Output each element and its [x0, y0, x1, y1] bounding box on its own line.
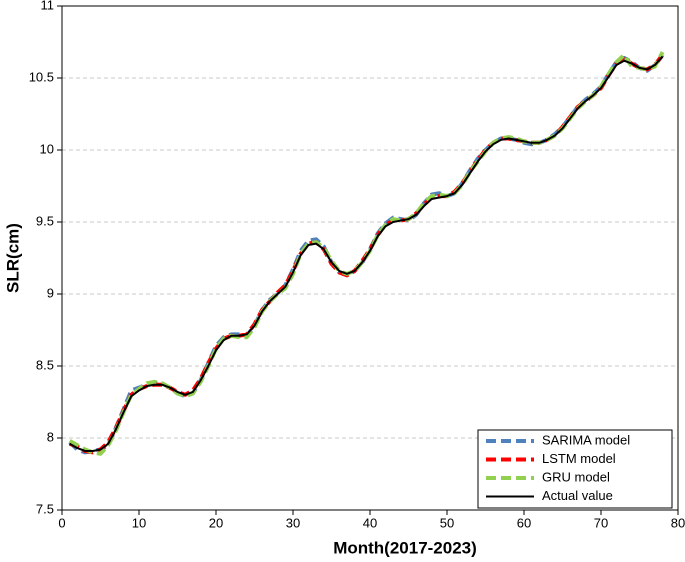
- x-tick-label: 40: [363, 515, 377, 530]
- x-tick-label: 0: [58, 515, 65, 530]
- legend: SARIMA model LSTM model GRU model Actual va…: [477, 429, 673, 509]
- x-axis-title: Month(2017-2023): [333, 538, 477, 557]
- x-tick-label: 30: [286, 515, 300, 530]
- legend-label: Actual value: [542, 488, 613, 503]
- x-tick-label: 60: [517, 515, 531, 530]
- x-tick-label: 20: [209, 515, 223, 530]
- legend-label: GRU model: [542, 469, 610, 484]
- y-tick-label: 11: [41, 0, 55, 12]
- legend-label: LSTM model: [542, 451, 616, 466]
- y-tick-label: 8: [47, 429, 54, 444]
- x-tick-label: 50: [440, 515, 454, 530]
- x-tick-label: 70: [594, 515, 608, 530]
- series-line: [69, 55, 664, 452]
- y-tick-label: 10.5: [29, 69, 54, 84]
- legend-label: SARIMA model: [542, 432, 630, 447]
- y-tick-label: 9.5: [36, 213, 54, 228]
- plot-frame: [61, 5, 679, 511]
- x-tick-label: 80: [671, 515, 685, 530]
- y-tick-label: 7.5: [36, 501, 54, 516]
- y-axis-title: SLR(cm): [3, 223, 22, 293]
- y-tick-label: 9: [47, 285, 54, 300]
- x-tick-label: 10: [132, 515, 146, 530]
- y-tick-label: 10: [40, 141, 54, 156]
- y-tick-label: 8.5: [36, 357, 54, 372]
